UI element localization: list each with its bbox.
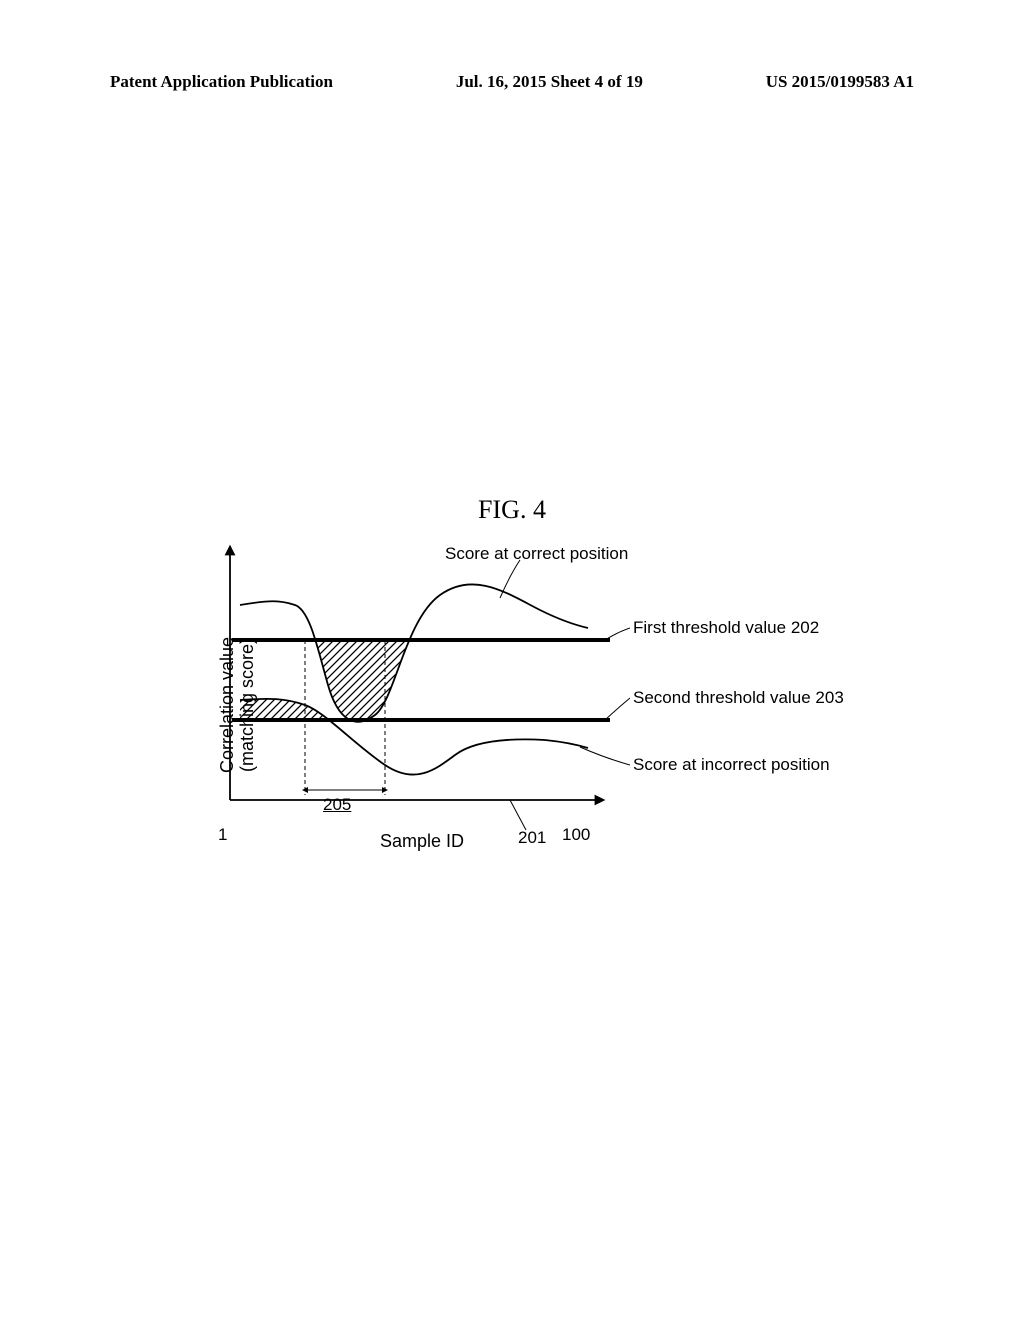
figure-title: FIG. 4 (0, 495, 1024, 525)
header-right: US 2015/0199583 A1 (766, 72, 914, 92)
label-score-incorrect: Score at incorrect position (633, 755, 830, 775)
hatch-region-lower (230, 540, 630, 720)
label-threshold-2: Second threshold value 203 (633, 688, 844, 708)
x-tick-end: 100 (562, 825, 590, 845)
leader-score-incorrect (580, 747, 630, 765)
ref-205: 205 (323, 795, 351, 815)
leader-threshold-2 (605, 698, 630, 720)
header-left: Patent Application Publication (110, 72, 333, 92)
label-score-correct: Score at correct position (445, 544, 628, 564)
leader-score-correct (500, 560, 520, 598)
header-center: Jul. 16, 2015 Sheet 4 of 19 (456, 72, 643, 92)
page-header: Patent Application Publication Jul. 16, … (0, 72, 1024, 92)
x-axis-label: Sample ID (380, 831, 464, 852)
ref-201: 201 (518, 828, 546, 848)
hatch-region-upper (230, 640, 630, 830)
chart-svg (210, 540, 630, 830)
leader-threshold-1 (605, 628, 630, 640)
chart-container: Correlation value (matching score) (210, 540, 850, 870)
leader-ref-201 (510, 800, 526, 830)
x-tick-start: 1 (218, 825, 227, 845)
label-threshold-1: First threshold value 202 (633, 618, 819, 638)
